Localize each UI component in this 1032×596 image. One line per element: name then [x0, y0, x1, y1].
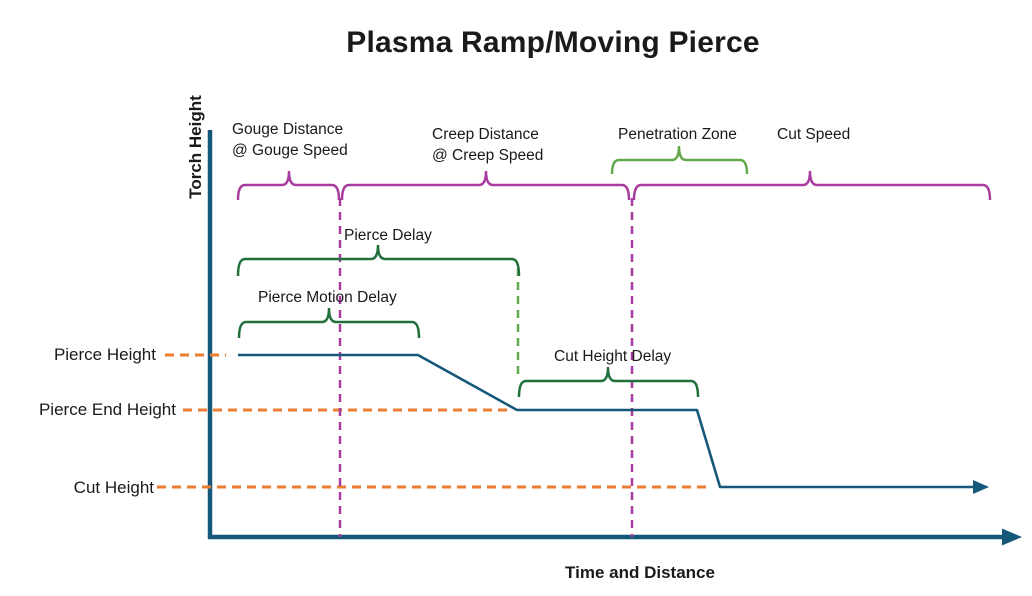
torch-height-profile-line: [238, 353, 975, 489]
x-axis-arrow-icon: [1002, 528, 1022, 546]
cut-speed-brace: [632, 170, 992, 201]
cut-height-label: Cut Height: [73, 478, 154, 497]
gouge-distance-brace: [236, 170, 341, 201]
y-axis-label: Torch Height: [186, 95, 205, 199]
pierce-motion-delay-label: Pierce Motion Delay: [258, 289, 397, 306]
pierce-motion-delay-brace: [237, 307, 421, 339]
creep-distance-label: Creep Distance @ Creep Speed: [432, 126, 544, 164]
x-axis-label: Time and Distance: [565, 563, 715, 582]
pierce-delay-brace: [236, 244, 521, 277]
page-title: Plasma Ramp/Moving Pierce: [346, 26, 760, 59]
cut-height-delay-label: Cut Height Delay: [554, 348, 672, 365]
profile-arrow-icon: [973, 480, 989, 494]
pierce-end-height-label: Pierce End Height: [38, 400, 176, 419]
penetration-zone-label: Penetration Zone: [618, 126, 737, 143]
pierce-height-label: Pierce Height: [53, 345, 156, 364]
pierce-delay-label: Pierce Delay: [344, 227, 432, 244]
creep-distance-brace: [340, 170, 631, 201]
gouge-distance-label: Gouge Distance @ Gouge Speed: [232, 121, 348, 159]
cut-speed-label: Cut Speed: [777, 126, 851, 143]
cut-height-delay-brace: [517, 366, 700, 398]
penetration-zone-brace: [610, 145, 749, 175]
